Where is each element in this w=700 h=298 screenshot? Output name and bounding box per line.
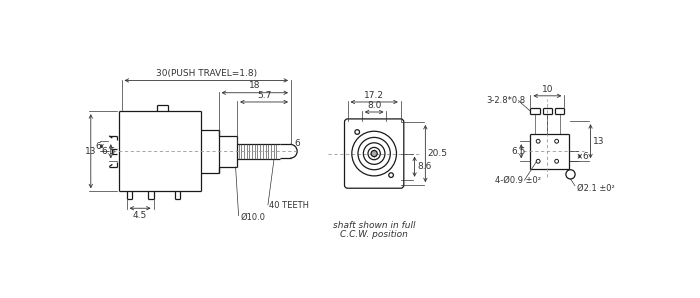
Text: 6: 6: [582, 152, 588, 161]
Text: Ø2.1 ±0²: Ø2.1 ±0²: [577, 184, 615, 193]
Text: 8.0: 8.0: [367, 101, 382, 110]
Text: 4-Ø0.9 ±0²: 4-Ø0.9 ±0²: [495, 176, 541, 185]
Text: 5.7: 5.7: [257, 91, 271, 100]
Text: 10: 10: [542, 85, 553, 94]
FancyBboxPatch shape: [344, 119, 404, 188]
Circle shape: [536, 159, 540, 163]
Circle shape: [554, 139, 559, 143]
Circle shape: [536, 139, 540, 143]
Text: 6.5: 6.5: [511, 147, 526, 156]
Text: 6: 6: [294, 139, 300, 148]
Text: 3-2.8*0.8: 3-2.8*0.8: [486, 96, 525, 105]
Circle shape: [554, 159, 559, 163]
Circle shape: [389, 173, 393, 177]
Text: 6.5: 6.5: [102, 147, 116, 156]
Text: 18: 18: [249, 81, 260, 90]
Text: Ø10.0: Ø10.0: [240, 213, 265, 222]
Text: 4.5: 4.5: [133, 211, 147, 220]
Text: 8.6: 8.6: [417, 162, 431, 171]
Circle shape: [355, 130, 360, 134]
Circle shape: [566, 170, 575, 179]
Text: 13: 13: [593, 137, 604, 146]
Text: 6: 6: [95, 142, 101, 151]
Text: C.C.W. position: C.C.W. position: [340, 230, 408, 239]
Text: 17.2: 17.2: [364, 91, 384, 100]
Text: 13: 13: [85, 147, 96, 156]
Text: 20.5: 20.5: [428, 149, 448, 158]
Text: 30(PUSH TRAVEL=1.8): 30(PUSH TRAVEL=1.8): [155, 69, 257, 78]
Text: 40 TEETH: 40 TEETH: [270, 201, 309, 210]
Circle shape: [371, 150, 377, 157]
Text: shaft shown in full: shaft shown in full: [333, 221, 415, 230]
